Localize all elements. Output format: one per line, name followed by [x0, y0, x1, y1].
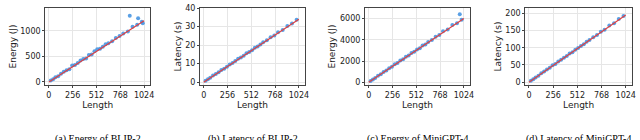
svg-text:200: 200 — [505, 9, 520, 18]
svg-text:768: 768 — [432, 91, 447, 100]
svg-text:512: 512 — [570, 91, 585, 100]
svg-text:100: 100 — [505, 44, 520, 53]
svg-text:0: 0 — [516, 78, 521, 87]
svg-text:2000: 2000 — [340, 57, 360, 66]
svg-text:768: 768 — [594, 91, 609, 100]
svg-text:Length: Length — [82, 100, 113, 110]
svg-text:0: 0 — [366, 91, 371, 100]
svg-text:768: 768 — [113, 91, 128, 100]
svg-text:0: 0 — [36, 78, 41, 87]
svg-text:(b) Latency of BLIP-2: (b) Latency of BLIP-2 — [208, 133, 298, 140]
svg-text:Latency (s): Latency (s) — [493, 21, 503, 71]
svg-text:50: 50 — [510, 61, 520, 70]
svg-text:0: 0 — [46, 91, 51, 100]
svg-text:Energy (J): Energy (J) — [8, 24, 18, 68]
svg-text:20: 20 — [185, 41, 195, 50]
svg-text:Length: Length — [402, 100, 433, 110]
svg-text:512: 512 — [244, 91, 259, 100]
svg-text:40: 40 — [185, 4, 195, 13]
svg-text:0: 0 — [526, 91, 531, 100]
svg-text:512: 512 — [409, 91, 424, 100]
svg-text:(c) Energy of MiniGPT-4: (c) Energy of MiniGPT-4 — [367, 133, 468, 140]
svg-text:1024: 1024 — [289, 91, 309, 100]
svg-text:10: 10 — [185, 59, 195, 68]
svg-text:256: 256 — [546, 91, 561, 100]
svg-text:500: 500 — [25, 52, 40, 61]
svg-text:512: 512 — [89, 91, 104, 100]
svg-text:1024: 1024 — [134, 91, 154, 100]
svg-text:0: 0 — [190, 78, 195, 87]
svg-text:256: 256 — [65, 91, 80, 100]
svg-text:1024: 1024 — [454, 91, 474, 100]
svg-text:6000: 6000 — [340, 14, 360, 23]
svg-text:1024: 1024 — [616, 91, 636, 100]
svg-text:30: 30 — [185, 22, 195, 31]
svg-text:0: 0 — [355, 78, 360, 87]
svg-text:256: 256 — [220, 91, 235, 100]
svg-text:1000: 1000 — [20, 27, 40, 36]
svg-text:768: 768 — [267, 91, 282, 100]
svg-text:Latency (s): Latency (s) — [173, 21, 183, 71]
svg-text:256: 256 — [385, 91, 400, 100]
svg-text:Energy (J): Energy (J) — [327, 24, 337, 68]
svg-text:4000: 4000 — [340, 36, 360, 45]
svg-text:Length: Length — [237, 100, 268, 110]
svg-text:(d) Latency of MiniGPT-4: (d) Latency of MiniGPT-4 — [526, 133, 631, 140]
svg-text:0: 0 — [201, 91, 206, 100]
svg-text:(a) Energy of BLIP-2: (a) Energy of BLIP-2 — [55, 133, 141, 140]
svg-text:Length: Length — [563, 100, 594, 110]
svg-text:150: 150 — [505, 26, 520, 35]
